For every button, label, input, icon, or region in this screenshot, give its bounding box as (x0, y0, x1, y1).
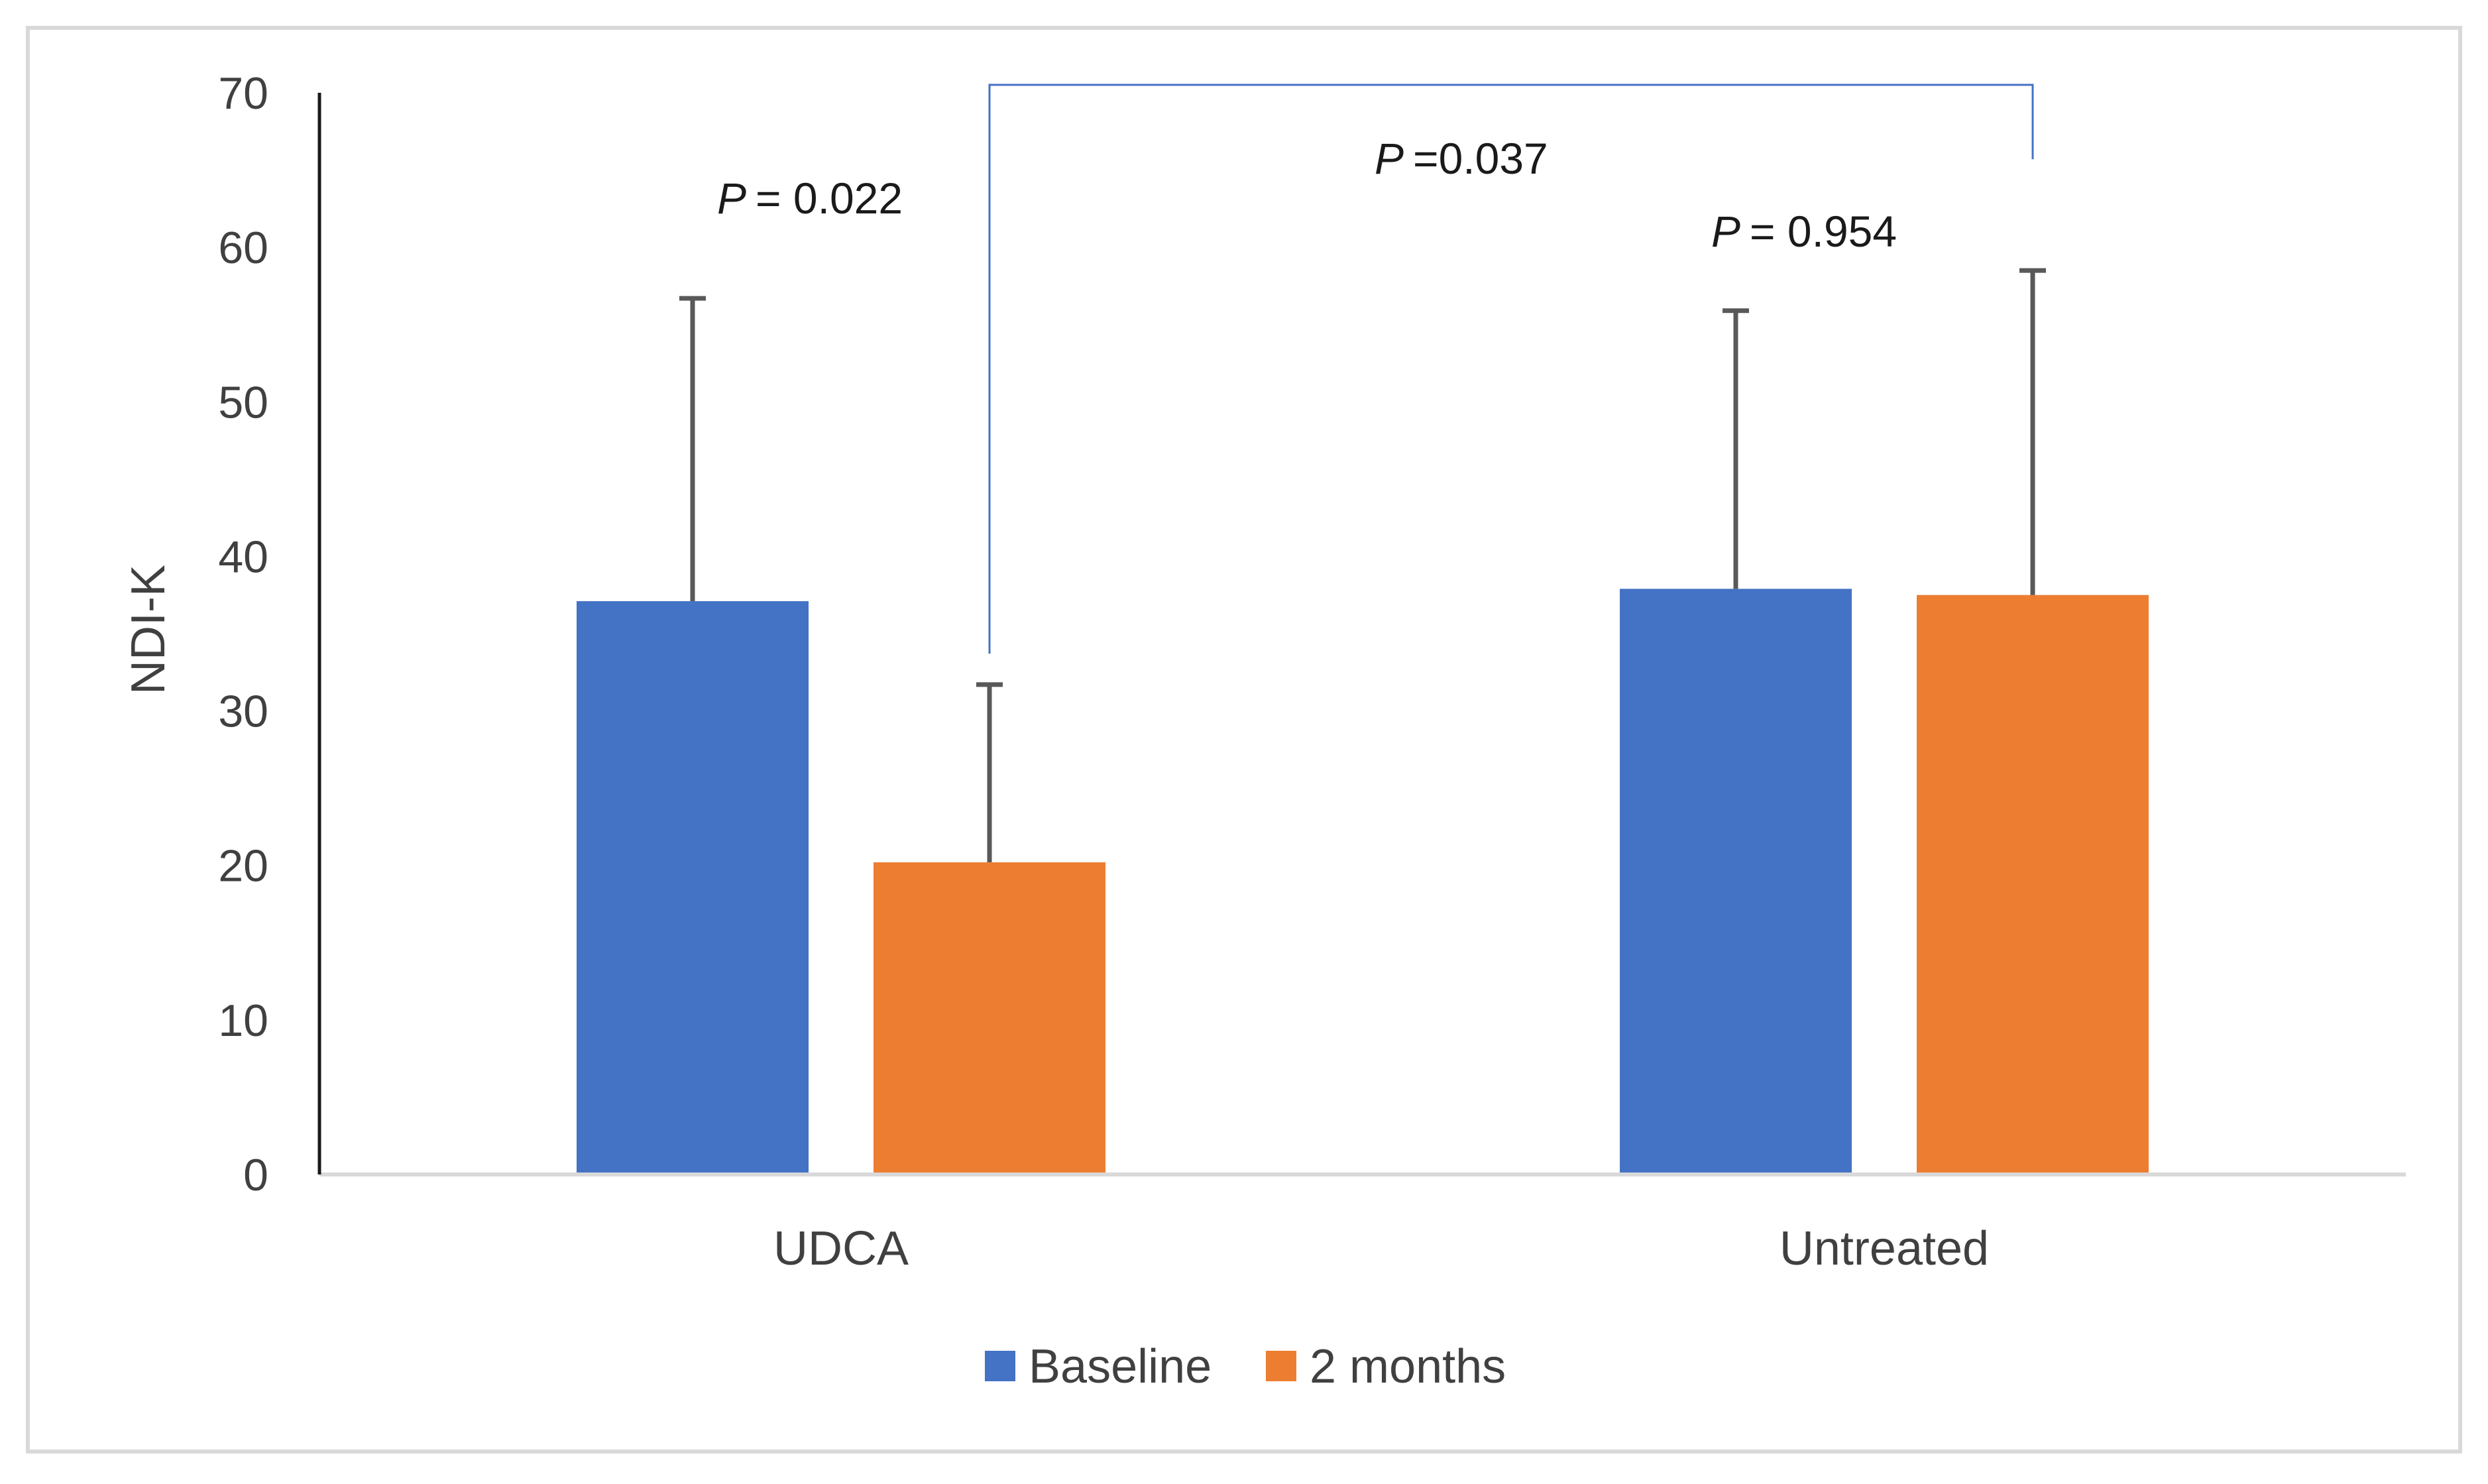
p-value-annotation: P =0.037 (1375, 134, 1548, 183)
x-tick-label: Untreated (1780, 1222, 1989, 1275)
legend: Baseline 2 months (985, 1340, 1506, 1393)
legend-label: Baseline (1029, 1340, 1212, 1393)
p-value: = 0.954 (1750, 207, 1897, 256)
y-axis-ticks: 0 10 20 30 40 50 60 70 (218, 68, 268, 1200)
p-value-annotation: P = 0.022 (717, 174, 903, 223)
bar-baseline-untreated (1620, 589, 1852, 1174)
legend-swatch (985, 1351, 1015, 1381)
legend-swatch (1266, 1351, 1296, 1381)
p-symbol: P (1711, 207, 1740, 256)
bar-2-months-untreated (1917, 595, 2149, 1174)
legend-label: 2 months (1310, 1340, 1506, 1393)
p-symbol: P (1375, 134, 1404, 183)
y-tick-label: 20 (218, 841, 268, 891)
x-tick-label: UDCA (773, 1222, 909, 1275)
comparison-bracket (988, 84, 2034, 654)
y-tick-label: 40 (218, 532, 268, 582)
y-tick-label: 50 (218, 377, 268, 428)
y-tick-label: 0 (243, 1150, 268, 1200)
error-bars (679, 268, 2046, 863)
y-tick-label: 70 (218, 68, 268, 119)
bar-baseline-udca (577, 601, 809, 1174)
y-axis-label: NDI-K (122, 565, 175, 695)
y-tick-label: 30 (218, 687, 268, 737)
p-value: = 0.022 (756, 174, 903, 223)
comparison-line (988, 84, 2034, 654)
bar-2-months-udca (874, 862, 1105, 1174)
p-value: =0.037 (1413, 134, 1548, 183)
x-axis-categories: UDCA Untreated (773, 1222, 1989, 1275)
y-tick-label: 60 (218, 223, 268, 273)
bars (577, 589, 2149, 1174)
p-value-annotation: P = 0.954 (1711, 207, 1897, 256)
y-tick-label: 10 (218, 996, 268, 1046)
p-symbol: P (717, 174, 746, 223)
